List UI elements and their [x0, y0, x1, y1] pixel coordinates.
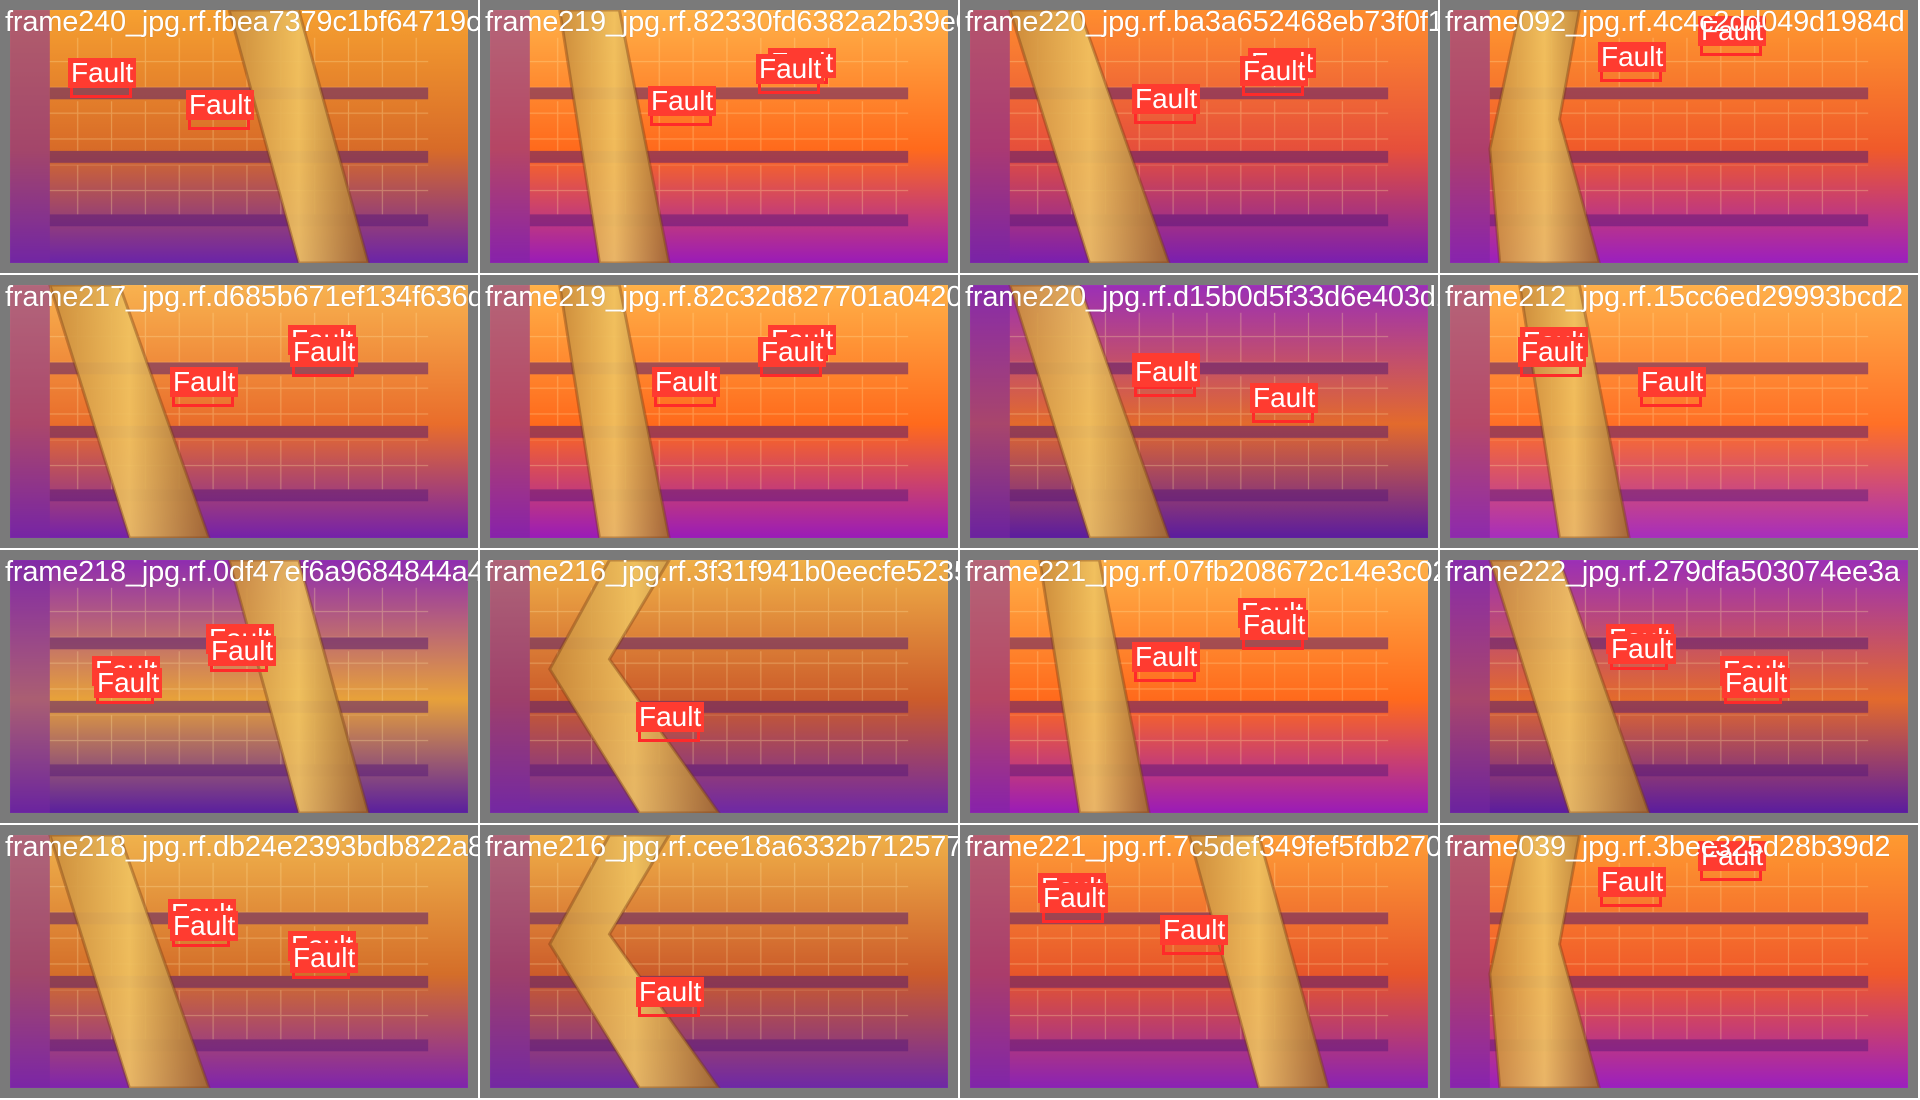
thermal-image — [10, 285, 468, 538]
thermal-image-svg — [970, 285, 1428, 538]
tile-caption: frame220_jpg.rf.ba3a652468eb73f0f1fbe093 — [965, 6, 1438, 38]
thermal-image-svg — [1450, 835, 1908, 1088]
thermal-image — [490, 835, 948, 1088]
thermal-image-svg — [10, 10, 468, 263]
tile-caption: frame221_jpg.rf.7c5def349fef5fdb27060489 — [965, 831, 1440, 863]
thermal-image-svg — [490, 560, 948, 813]
thermal-image — [1450, 835, 1908, 1088]
thermal-image — [970, 560, 1428, 813]
grid-tile: frame219_jpg.rf.82c32d827701a0420d6c020e… — [480, 275, 960, 550]
tile-caption: frame217_jpg.rf.d685b671ef134f636de5c021… — [5, 281, 478, 313]
tile-caption: frame221_jpg.rf.07fb208672c14e3c02182278 — [965, 556, 1438, 588]
grid-tile: frame221_jpg.rf.07fb208672c14e3c02182278… — [960, 550, 1440, 825]
grid-tile: frame216_jpg.rf.cee18a6332b7125771bad582… — [480, 825, 960, 1100]
thermal-image — [1450, 285, 1908, 538]
tile-caption: frame219_jpg.rf.82c32d827701a0420d6c020e — [485, 281, 958, 313]
tile-caption: frame039_jpg.rf.3bec325d28b39d2 — [1445, 831, 1891, 863]
grid-tile: frame092_jpg.rf.4c4c2dd049d1984d Fault Fau… — [1440, 0, 1920, 275]
tile-caption: frame216_jpg.rf.3f31f941b0eecfe5235c9195… — [485, 556, 958, 588]
thermal-image-svg — [490, 10, 948, 263]
grid-tile: frame218_jpg.rf.db24e2393bdb822a8e6e2b3F… — [0, 825, 480, 1100]
thermal-image-svg — [1450, 560, 1908, 813]
thermal-image — [970, 10, 1428, 263]
grid-tile: frame220_jpg.rf.d15b0d5f33d6e403d14e2213… — [960, 275, 1440, 550]
tile-caption: frame218_jpg.rf.db24e2393bdb822a8e6e2b3 — [5, 831, 478, 863]
tile-caption: frame212_jpg.rf.15cc6ed29993bcd2 — [1445, 281, 1903, 313]
thermal-image — [490, 10, 948, 263]
tile-caption: frame219_jpg.rf.82330fd6382a2b39e0ae1743… — [485, 6, 958, 38]
thermal-image-svg — [10, 835, 468, 1088]
grid-tile: frame039_jpg.rf.3bec325d28b39d2 Fault Faul… — [1440, 825, 1920, 1100]
tile-caption: frame222_jpg.rf.279dfa503074ee3a — [1445, 556, 1900, 588]
thermal-image-svg — [970, 10, 1428, 263]
grid-tile: frame217_jpg.rf.d685b671ef134f636de5c021… — [0, 275, 480, 550]
thermal-image-svg — [490, 285, 948, 538]
grid-tile: frame216_jpg.rf.3f31f941b0eecfe5235c9195… — [480, 550, 960, 825]
tile-caption: frame092_jpg.rf.4c4c2dd049d1984d — [1445, 6, 1905, 38]
tile-caption: frame218_jpg.rf.0df47ef6a9684844a4f5216 — [5, 556, 480, 588]
tile-caption: frame220_jpg.rf.d15b0d5f33d6e403d14e2213 — [965, 281, 1438, 313]
grid-tile: frame220_jpg.rf.ba3a652468eb73f0f1fbe093… — [960, 0, 1440, 275]
thermal-image — [1450, 10, 1908, 263]
thermal-image — [970, 835, 1428, 1088]
thermal-image-svg — [1450, 285, 1908, 538]
grid-tile: frame240_jpg.rf.fbea7379c1bf64719c5e5a27… — [0, 0, 480, 275]
grid-tile: frame221_jpg.rf.7c5def349fef5fdb27060489… — [960, 825, 1440, 1100]
grid-tile: frame212_jpg.rf.15cc6ed29993bcd2 Fault Fau… — [1440, 275, 1920, 550]
thermal-image — [10, 560, 468, 813]
thermal-image-svg — [1450, 10, 1908, 263]
tile-caption: frame240_jpg.rf.fbea7379c1bf64719c5e5a27… — [5, 6, 480, 38]
tile-caption: frame216_jpg.rf.cee18a6332b7125771bad582… — [485, 831, 958, 863]
grid-tile: frame219_jpg.rf.82330fd6382a2b39e0ae1743… — [480, 0, 960, 275]
thermal-image — [10, 10, 468, 263]
thermal-image — [490, 560, 948, 813]
grid-tile: frame218_jpg.rf.0df47ef6a9684844a4f5216F… — [0, 550, 480, 825]
thermal-image-svg — [490, 835, 948, 1088]
thermal-image-svg — [970, 560, 1428, 813]
thermal-image-svg — [10, 560, 468, 813]
thermal-image-svg — [970, 835, 1428, 1088]
thermal-image — [10, 835, 468, 1088]
thermal-image — [1450, 560, 1908, 813]
thermal-image — [970, 285, 1428, 538]
grid-tile: frame222_jpg.rf.279dfa503074ee3a Fault Fau… — [1440, 550, 1920, 825]
thermal-image-svg — [10, 285, 468, 538]
thermal-image — [490, 285, 948, 538]
